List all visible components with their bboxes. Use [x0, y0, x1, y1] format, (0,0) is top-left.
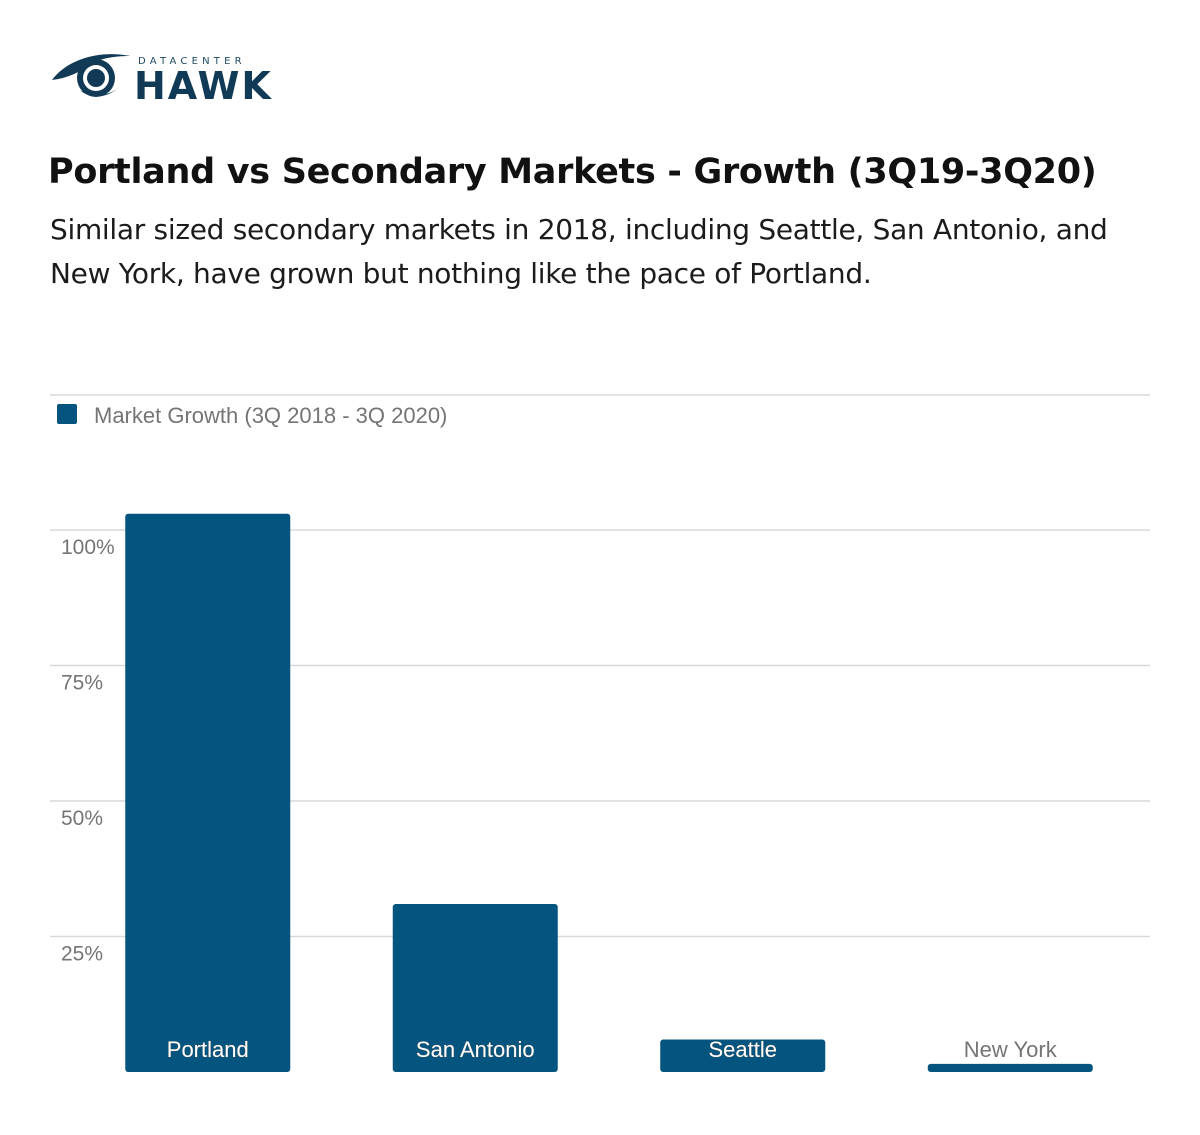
- bar-portland: [125, 513, 291, 1072]
- bars: Portland San Antonio Seattle New York: [125, 513, 1093, 1072]
- legend: Market Growth (3Q 2018 - 3Q 2020): [57, 403, 447, 428]
- legend-label: Market Growth (3Q 2018 - 3Q 2020): [94, 403, 447, 428]
- page-title: Portland vs Secondary Markets - Growth (…: [48, 152, 1097, 192]
- bar-seattle: [660, 1039, 826, 1072]
- category-label: Portland: [167, 1037, 249, 1062]
- y-tick-label: 100%: [61, 536, 115, 559]
- legend-swatch: [57, 404, 77, 424]
- bar-san-antonio: [392, 903, 558, 1072]
- logo: DATACENTER HAWK: [50, 46, 280, 108]
- y-axis-ticks: 25% 50% 75% 100%: [61, 536, 115, 966]
- y-tick-label: 50%: [61, 807, 103, 830]
- category-label: New York: [964, 1037, 1058, 1062]
- logo-top-text: DATACENTER: [138, 56, 246, 67]
- bar-new-york: [927, 1063, 1093, 1072]
- category-label: San Antonio: [416, 1037, 535, 1062]
- category-label: Seattle: [709, 1037, 778, 1062]
- y-tick-label: 75%: [61, 672, 103, 695]
- y-tick-label: 25%: [61, 943, 103, 966]
- page-subtitle: Similar sized secondary markets in 2018,…: [50, 213, 1108, 290]
- logo-main-text: HAWK: [134, 64, 273, 108]
- eye-icon: [52, 54, 130, 97]
